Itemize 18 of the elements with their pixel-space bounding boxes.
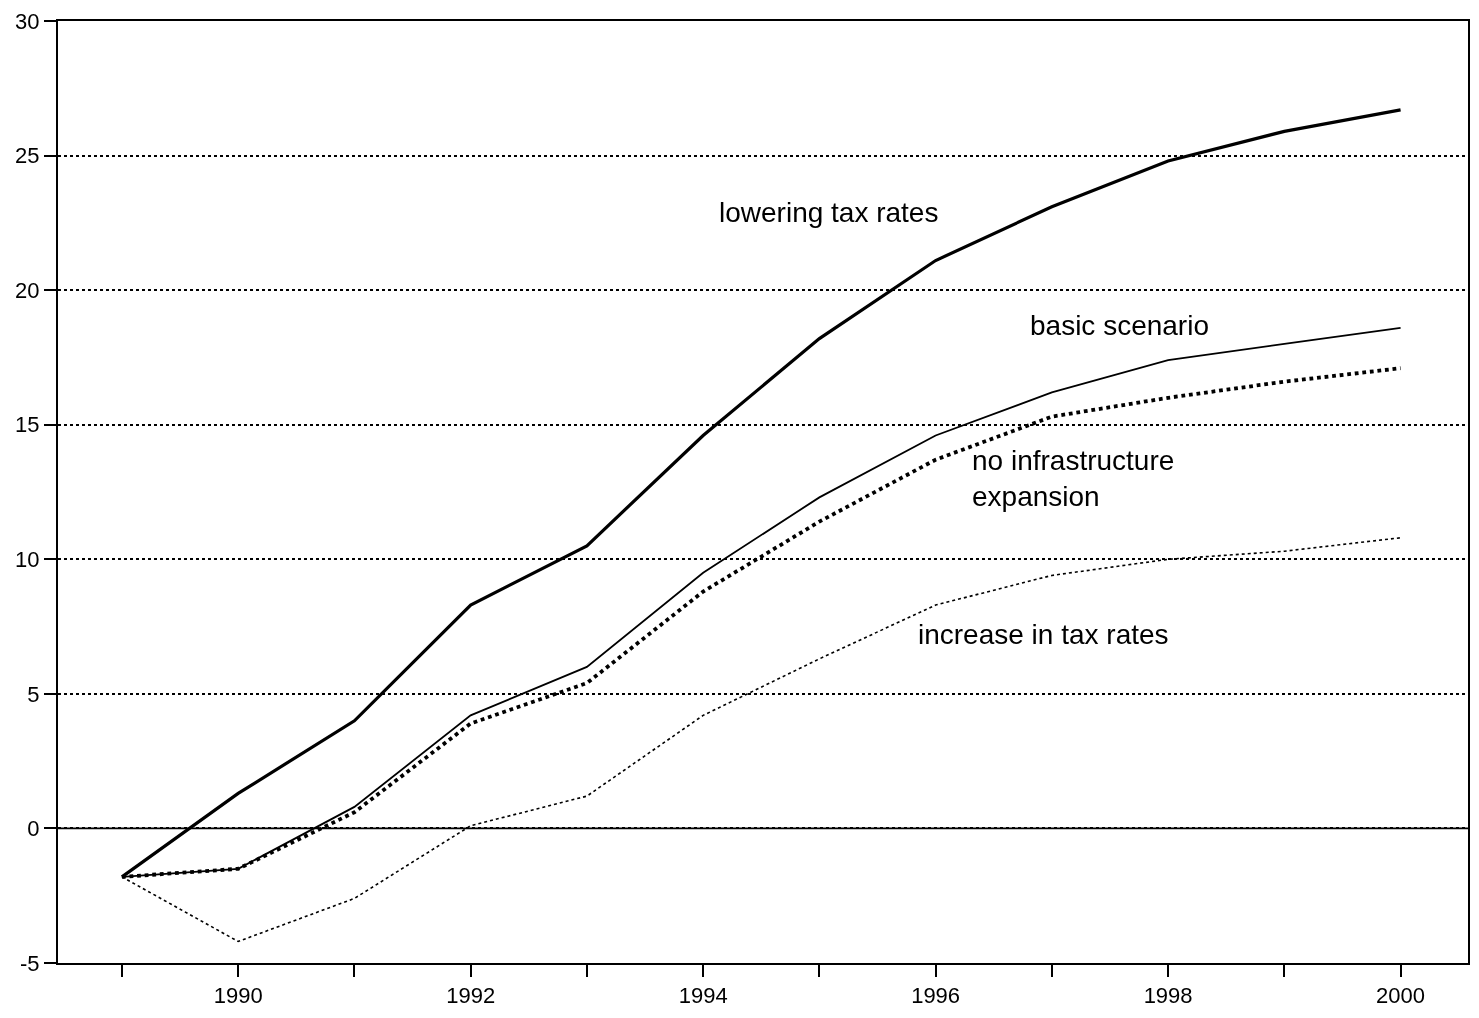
x-tick-label: 1996 — [911, 983, 961, 1009]
series-label: no infrastructure expansion — [972, 445, 1175, 513]
y-tick-label: 0 — [27, 816, 40, 842]
y-tick-label: 20 — [15, 277, 40, 303]
x-tick-label: 1992 — [446, 983, 496, 1009]
series-label: lowering tax rates — [719, 197, 939, 228]
y-tick-label: 30 — [15, 8, 40, 34]
x-tick-label: 2000 — [1376, 983, 1426, 1009]
x-tick-label: 1994 — [678, 983, 728, 1009]
y-tick-label: 5 — [27, 681, 40, 707]
y-tick-label: 10 — [15, 546, 40, 572]
y-tick-label: 25 — [15, 143, 40, 169]
series-label: basic scenario — [1030, 310, 1209, 341]
y-tick-label: 15 — [15, 412, 40, 438]
y-tick-label: -5 — [20, 950, 40, 976]
x-tick-label: 1990 — [213, 983, 263, 1009]
x-tick-label: 1998 — [1143, 983, 1193, 1009]
series-label: increase in tax rates — [918, 619, 1169, 650]
